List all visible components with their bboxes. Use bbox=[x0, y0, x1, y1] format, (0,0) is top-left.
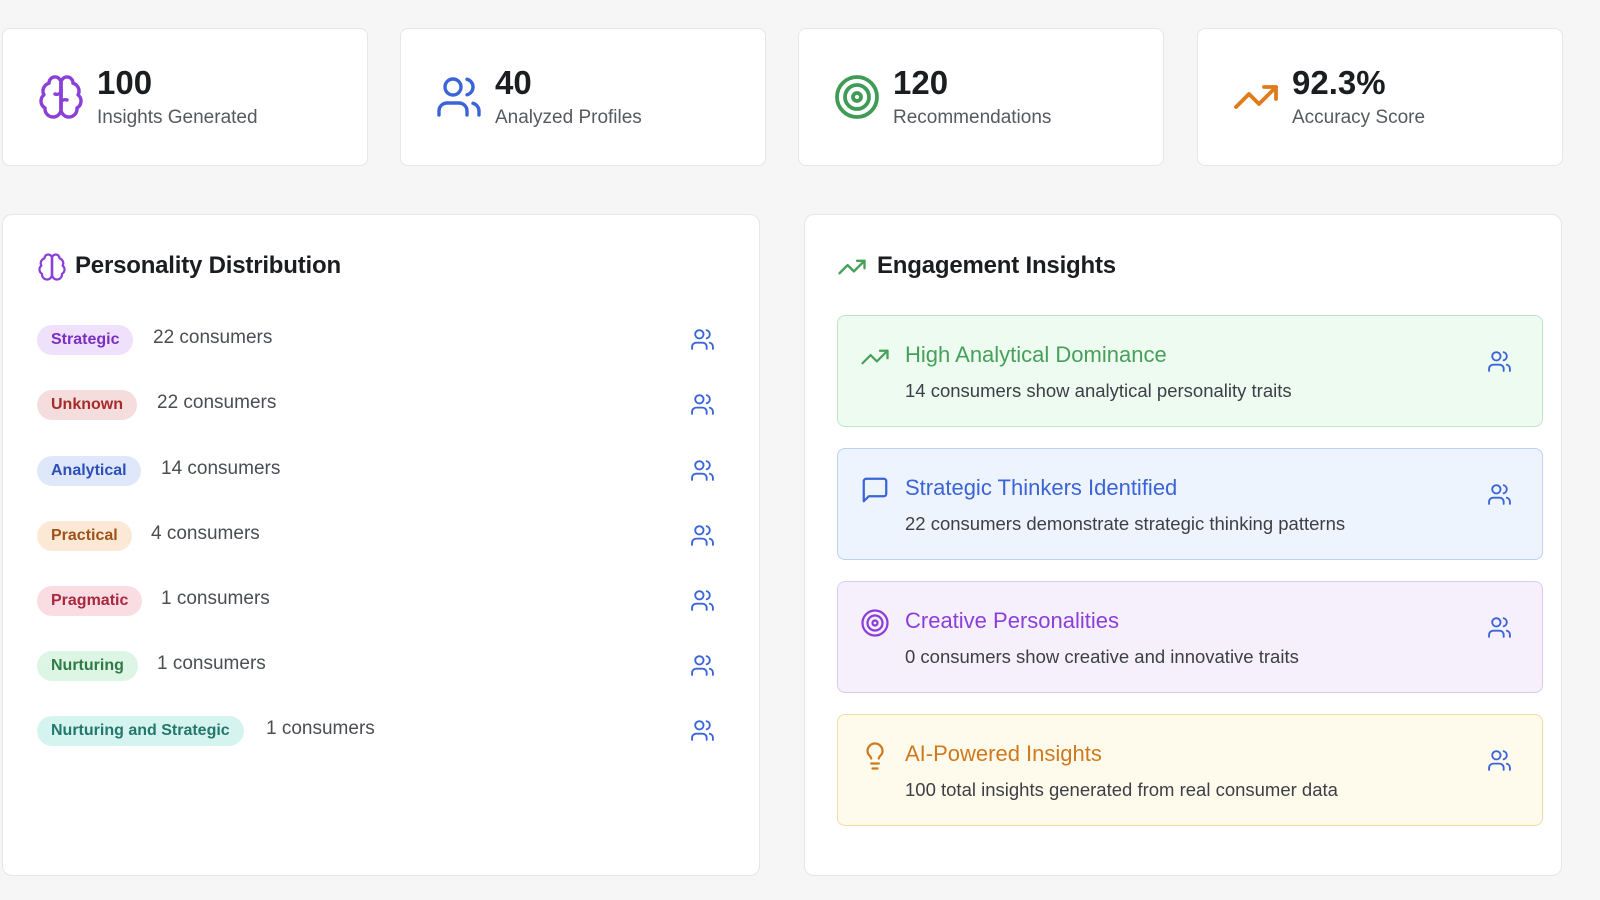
brain-icon bbox=[37, 252, 67, 282]
trending-up-icon bbox=[860, 342, 890, 372]
insight-title: AI-Powered Insights bbox=[905, 741, 1102, 766]
insight-description: 14 consumers show analytical personality… bbox=[905, 380, 1292, 401]
users-icon[interactable] bbox=[1487, 748, 1512, 773]
panel-title: Engagement Insights bbox=[877, 252, 1116, 279]
stat-value: 100 bbox=[97, 64, 153, 101]
users-icon[interactable] bbox=[690, 523, 715, 548]
insight-title: Creative Personalities bbox=[905, 608, 1119, 633]
consumer-count: 22 consumers bbox=[153, 327, 273, 348]
users-icon[interactable] bbox=[1487, 482, 1512, 507]
trending-up-icon bbox=[837, 252, 867, 282]
stat-label: Analyzed Profiles bbox=[495, 107, 642, 128]
stat-value: 120 bbox=[893, 64, 949, 101]
personality-badge: Unknown bbox=[37, 390, 137, 420]
insight-description: 100 total insights generated from real c… bbox=[905, 779, 1338, 800]
stat-card-insights: 100 Insights Generated bbox=[2, 28, 368, 166]
personality-row: Nurturing and Strategic 1 consumers bbox=[37, 713, 719, 747]
consumer-count: 14 consumers bbox=[161, 458, 281, 479]
users-icon[interactable] bbox=[1487, 615, 1512, 640]
insight-card: AI-Powered Insights 100 total insights ge… bbox=[837, 714, 1543, 826]
personality-badge: Practical bbox=[37, 521, 132, 551]
users-icon[interactable] bbox=[690, 653, 715, 678]
target-icon bbox=[860, 608, 890, 638]
consumer-count: 1 consumers bbox=[157, 653, 266, 674]
stat-card-profiles: 40 Analyzed Profiles bbox=[400, 28, 766, 166]
insight-card: Creative Personalities 0 consumers show c… bbox=[837, 581, 1543, 693]
users-icon[interactable] bbox=[690, 718, 715, 743]
stat-card-recommendations: 120 Recommendations bbox=[798, 28, 1164, 166]
consumer-count: 1 consumers bbox=[161, 588, 270, 609]
users-icon[interactable] bbox=[690, 588, 715, 613]
personality-row: Analytical 14 consumers bbox=[37, 453, 719, 487]
stat-label: Accuracy Score bbox=[1292, 107, 1426, 128]
personality-badge: Nurturing and Strategic bbox=[37, 716, 244, 746]
stat-value: 40 bbox=[495, 64, 532, 101]
personality-badge: Nurturing bbox=[37, 651, 138, 681]
message-icon bbox=[860, 475, 890, 505]
insight-card: Strategic Thinkers Identified 22 consumer… bbox=[837, 448, 1543, 560]
consumer-count: 22 consumers bbox=[157, 392, 277, 413]
users-icon bbox=[435, 73, 483, 121]
stat-card-accuracy: 92.3% Accuracy Score bbox=[1197, 28, 1563, 166]
stat-label: Recommendations bbox=[893, 107, 1052, 128]
users-icon[interactable] bbox=[690, 392, 715, 417]
personality-row: Pragmatic 1 consumers bbox=[37, 583, 719, 617]
personality-row: Practical 4 consumers bbox=[37, 518, 719, 552]
personality-row: Strategic 22 consumers bbox=[37, 322, 719, 356]
stat-label: Insights Generated bbox=[97, 107, 258, 128]
engagement-insights-panel: Engagement Insights High Analytical Domi… bbox=[804, 214, 1562, 876]
users-icon[interactable] bbox=[690, 458, 715, 483]
brain-icon bbox=[37, 73, 85, 121]
insight-title: High Analytical Dominance bbox=[905, 342, 1167, 367]
insight-card: High Analytical Dominance 14 consumers sh… bbox=[837, 315, 1543, 427]
consumer-count: 1 consumers bbox=[266, 718, 375, 739]
users-icon[interactable] bbox=[690, 327, 715, 352]
trending-up-icon bbox=[1232, 73, 1280, 121]
personality-row: Unknown 22 consumers bbox=[37, 387, 719, 421]
users-icon[interactable] bbox=[1487, 349, 1512, 374]
personality-row: Nurturing 1 consumers bbox=[37, 648, 719, 682]
insight-title: Strategic Thinkers Identified bbox=[905, 475, 1178, 500]
insight-description: 22 consumers demonstrate strategic think… bbox=[905, 513, 1346, 534]
consumer-count: 4 consumers bbox=[151, 523, 260, 544]
personality-badge: Strategic bbox=[37, 325, 134, 355]
personality-badge: Pragmatic bbox=[37, 586, 143, 616]
personality-badge: Analytical bbox=[37, 456, 141, 486]
lightbulb-icon bbox=[860, 741, 890, 771]
personality-distribution-panel: Personality Distribution Strategic 22 con… bbox=[2, 214, 760, 876]
panel-title: Personality Distribution bbox=[75, 252, 341, 279]
stat-value: 92.3% bbox=[1292, 64, 1386, 101]
insight-description: 0 consumers show creative and innovative… bbox=[905, 646, 1299, 667]
target-icon bbox=[833, 73, 881, 121]
